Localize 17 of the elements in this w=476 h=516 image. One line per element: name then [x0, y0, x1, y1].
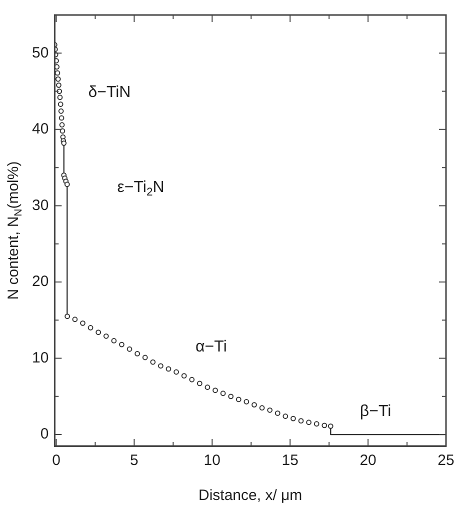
annotation: δ−TiN	[88, 84, 131, 101]
x-tick-label: 20	[360, 452, 376, 470]
y-tick-label: 0	[40, 426, 49, 443]
y-tick-label: 50	[32, 44, 49, 62]
annotation: α−Ti	[196, 338, 227, 356]
x-axis-title: Distance, x/ μm	[198, 487, 302, 504]
x-tick-label: 5	[130, 452, 138, 470]
y-tick-label: 20	[32, 273, 49, 290]
annotation: β−Ti	[360, 402, 392, 420]
x-tick-label: 10	[204, 452, 220, 470]
y-tick-label: 30	[32, 196, 49, 214]
x-tick-label: 0	[52, 452, 60, 470]
y-tick-label: 40	[32, 120, 49, 138]
x-tick-label: 15	[282, 452, 298, 470]
y-axis-title: N content, NN(mol%)	[5, 161, 24, 300]
x-tick-label: 25	[438, 452, 454, 470]
y-tick-label: 10	[32, 349, 49, 366]
